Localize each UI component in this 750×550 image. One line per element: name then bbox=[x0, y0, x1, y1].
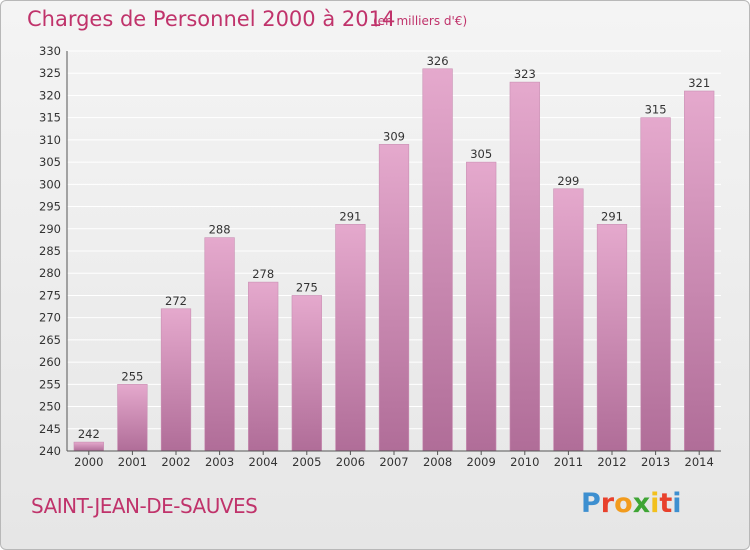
x-tick-label: 2006 bbox=[336, 455, 365, 469]
bar bbox=[684, 90, 715, 452]
bar bbox=[204, 237, 235, 452]
x-tick-label: 2005 bbox=[292, 455, 321, 469]
data-label: 288 bbox=[209, 223, 231, 237]
y-tick-label: 260 bbox=[39, 355, 61, 369]
x-tick-label: 2007 bbox=[379, 455, 408, 469]
y-tick-label: 295 bbox=[39, 200, 61, 214]
data-label: 242 bbox=[78, 427, 100, 441]
y-tick-label: 290 bbox=[39, 222, 61, 236]
x-tick-label: 2004 bbox=[249, 455, 278, 469]
y-tick-label: 315 bbox=[39, 111, 61, 125]
data-label: 299 bbox=[557, 174, 579, 188]
bar bbox=[553, 188, 584, 452]
logo-letter: r bbox=[600, 488, 615, 519]
logo-letter: x bbox=[632, 488, 651, 519]
bar bbox=[378, 144, 410, 452]
data-label: 275 bbox=[296, 280, 318, 294]
bar bbox=[160, 308, 192, 452]
x-tick-label: 2008 bbox=[423, 455, 452, 469]
y-tick-label: 330 bbox=[39, 44, 61, 58]
x-tick-label: 2014 bbox=[685, 455, 714, 469]
x-tick-label: 2002 bbox=[161, 455, 190, 469]
y-tick-label: 325 bbox=[39, 66, 61, 80]
bars bbox=[73, 68, 715, 452]
data-label: 315 bbox=[645, 103, 667, 117]
y-tick-label: 240 bbox=[39, 444, 61, 458]
data-label: 305 bbox=[470, 147, 492, 161]
bar bbox=[291, 295, 322, 452]
y-tick-label: 255 bbox=[39, 377, 61, 391]
bar bbox=[422, 68, 453, 452]
data-labels: 242 255 272 288 278 275 291 309 326 305 323 299 291 3… bbox=[78, 54, 710, 441]
y-tick-label: 300 bbox=[39, 177, 61, 191]
data-label: 321 bbox=[688, 76, 710, 90]
y-tick-label: 285 bbox=[39, 244, 61, 258]
logo-letter: P bbox=[581, 488, 601, 519]
y-tick-label: 320 bbox=[39, 88, 61, 102]
bar bbox=[117, 384, 148, 452]
y-tick-labels: 240 245 250 255 260 265 270 275 280 285 290 295 300 3… bbox=[39, 44, 61, 458]
x-tick-label: 2001 bbox=[118, 455, 147, 469]
chart-unit-note: (en milliers d'€) bbox=[373, 14, 468, 28]
logo-letter: t bbox=[659, 488, 673, 519]
data-label: 323 bbox=[514, 67, 536, 81]
x-tick-label: 2009 bbox=[467, 455, 496, 469]
data-label: 291 bbox=[601, 209, 623, 223]
bar bbox=[248, 281, 279, 452]
bar bbox=[73, 441, 104, 452]
x-tick-label: 2010 bbox=[510, 455, 539, 469]
data-label: 309 bbox=[383, 129, 405, 143]
data-label: 278 bbox=[252, 267, 274, 281]
y-tick-label: 275 bbox=[39, 288, 61, 302]
bar bbox=[466, 161, 497, 452]
chart-title: Charges de Personnel 2000 à 2014 bbox=[27, 7, 396, 31]
x-tick-label: 2012 bbox=[597, 455, 626, 469]
x-tick-label: 2003 bbox=[205, 455, 234, 469]
data-label: 291 bbox=[339, 209, 361, 223]
x-tick-label: 2011 bbox=[554, 455, 583, 469]
y-tick-label: 305 bbox=[39, 155, 61, 169]
bar bbox=[335, 224, 366, 452]
y-tick-label: 270 bbox=[39, 311, 61, 325]
data-label: 272 bbox=[165, 294, 187, 308]
proxiti-logo[interactable]: Proxiti bbox=[581, 488, 682, 519]
y-tick-label: 265 bbox=[39, 333, 61, 347]
y-tick-label: 310 bbox=[39, 133, 61, 147]
bar bbox=[640, 117, 671, 452]
bar bbox=[596, 224, 628, 452]
logo-letter: i bbox=[650, 488, 660, 519]
x-tick-label: 2000 bbox=[74, 455, 103, 469]
logo-letter: i bbox=[672, 488, 682, 519]
y-tick-label: 280 bbox=[39, 266, 61, 280]
data-label: 326 bbox=[427, 54, 449, 68]
logo-letter: o bbox=[614, 488, 633, 519]
x-tick-labels: 2000 2001 2002 2003 2004 2005 2006 2007 2008 2009… bbox=[74, 451, 714, 469]
y-tick-label: 245 bbox=[39, 422, 61, 436]
data-label: 255 bbox=[121, 369, 143, 383]
y-tick-label: 250 bbox=[39, 400, 61, 414]
bar bbox=[509, 81, 540, 452]
commune-name: SAINT-JEAN-DE-SAUVES bbox=[31, 494, 258, 518]
x-tick-label: 2013 bbox=[641, 455, 670, 469]
